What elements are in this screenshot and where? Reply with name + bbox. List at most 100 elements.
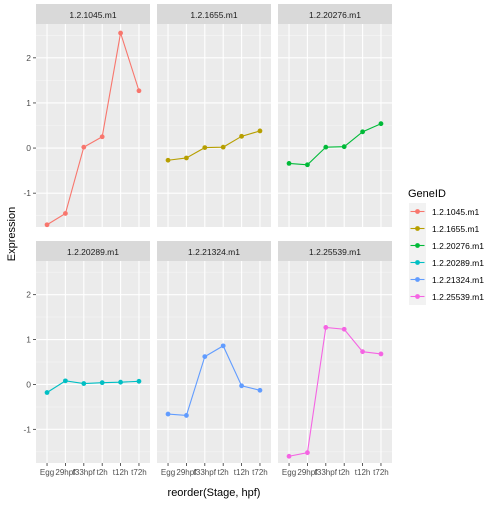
legend: GeneID 1.2.1045.m1 1.2.1655.m1 1.2.20276.m1…: [408, 188, 484, 305]
legend-label: 1.2.1655.m1: [432, 224, 480, 234]
legend-label: 1.2.21324.m1: [432, 275, 484, 285]
legend-key-point: [415, 260, 420, 265]
series-line: [46, 32, 140, 226]
data-point: [99, 380, 105, 386]
data-point: [257, 387, 263, 393]
data-point: [165, 157, 171, 163]
facet-strip-label: 1.2.25539.m1: [309, 247, 361, 257]
x-tick-label: t12h: [113, 468, 129, 477]
data-point: [286, 160, 292, 166]
x-tick-label: t2h: [218, 468, 229, 477]
y-tick-label: 1: [26, 98, 31, 108]
x-tick-label: t2h: [97, 468, 108, 477]
series-line: [288, 123, 382, 166]
legend-key-point: [415, 277, 420, 282]
data-point: [323, 144, 329, 150]
facet-strip-label: 1.2.21324.m1: [188, 247, 240, 257]
series-line: [167, 130, 261, 161]
facet-strip-label: 1.2.20276.m1: [309, 10, 361, 20]
x-tick-label: Egg: [282, 468, 296, 477]
data-point: [202, 354, 208, 360]
x-tick-label: Egg: [161, 468, 175, 477]
data-point: [136, 88, 142, 94]
data-point: [239, 133, 244, 139]
data-point: [305, 162, 310, 168]
series-line: [46, 380, 139, 393]
legend-label: 1.2.20276.m1: [432, 241, 484, 251]
legend-title: GeneID: [408, 188, 446, 200]
x-tick-label: t72h: [373, 468, 389, 477]
data-point: [341, 326, 347, 332]
facet-strip: [278, 241, 392, 261]
data-point: [44, 390, 50, 395]
legend-key-point: [415, 226, 420, 231]
data-point: [378, 351, 384, 357]
y-tick-label: 0: [26, 379, 31, 389]
legend-label: 1.2.20289.m1: [432, 258, 484, 268]
facet-strip: [157, 4, 271, 24]
facet-strip-label: 1.2.20289.m1: [67, 247, 119, 257]
x-tick-label: f33hpf: [73, 468, 96, 477]
data-point: [220, 144, 226, 150]
facet-strip-label: 1.2.1655.m1: [190, 10, 238, 20]
facet-panel: 1.2.20276.m1: [278, 4, 392, 227]
data-point: [257, 128, 263, 134]
data-point: [323, 325, 329, 330]
facet-panel: 1.2.1045.m1 -1 0 1 2: [23, 4, 150, 228]
data-point: [63, 211, 68, 216]
y-tick-label: 1: [26, 335, 31, 345]
data-point: [165, 411, 171, 417]
x-tick-label: f33hpf: [315, 468, 338, 477]
data-point: [378, 121, 384, 127]
legend-key-point: [415, 209, 420, 214]
data-point: [81, 381, 87, 386]
y-tick-label: 2: [26, 290, 31, 300]
data-point: [118, 30, 123, 36]
y-tick-label: -1: [23, 188, 31, 198]
data-point: [118, 379, 123, 385]
legend-label: 1.2.25539.m1: [432, 292, 484, 302]
x-axis-title: reorder(Stage, hpf): [168, 487, 261, 499]
x-tick-label: f33hpf: [194, 468, 217, 477]
data-point: [305, 450, 310, 456]
facet-strip: [157, 241, 271, 261]
x-tick-label: t72h: [252, 468, 268, 477]
data-point: [184, 155, 189, 161]
x-tick-label: Egg: [40, 468, 54, 477]
facet-panel: 1.2.1655.m1: [157, 4, 271, 227]
series-line: [167, 345, 261, 417]
x-tick-label: 29hpf: [297, 468, 318, 477]
data-point: [286, 453, 292, 459]
x-tick-label: t12h: [355, 468, 371, 477]
x-tick-label: t72h: [131, 468, 147, 477]
y-tick-label: 2: [26, 53, 31, 63]
legend-label: 1.2.1045.m1: [432, 207, 480, 217]
data-point: [81, 144, 87, 150]
legend-key-point: [415, 243, 420, 248]
data-point: [341, 144, 347, 150]
data-point: [99, 134, 105, 140]
data-point: [360, 349, 365, 355]
data-point: [184, 413, 189, 418]
x-tick-label: 29hpf: [176, 468, 197, 477]
data-point: [202, 145, 208, 151]
data-point: [136, 378, 142, 384]
series-line: [288, 326, 382, 457]
facet-strip: [278, 4, 392, 24]
data-point: [220, 343, 226, 349]
data-point: [239, 383, 244, 389]
y-tick-label: 0: [26, 143, 31, 153]
y-tick-label: -1: [23, 424, 31, 434]
facet-strip: [36, 4, 150, 24]
data-point: [360, 129, 365, 135]
facet-strip-label: 1.2.1045.m1: [69, 10, 117, 20]
x-tick-label: 29hpf: [55, 468, 76, 477]
facet-strip: [36, 241, 150, 261]
data-point: [44, 222, 50, 228]
data-point: [63, 378, 68, 384]
y-axis-title: Expression: [6, 207, 18, 261]
